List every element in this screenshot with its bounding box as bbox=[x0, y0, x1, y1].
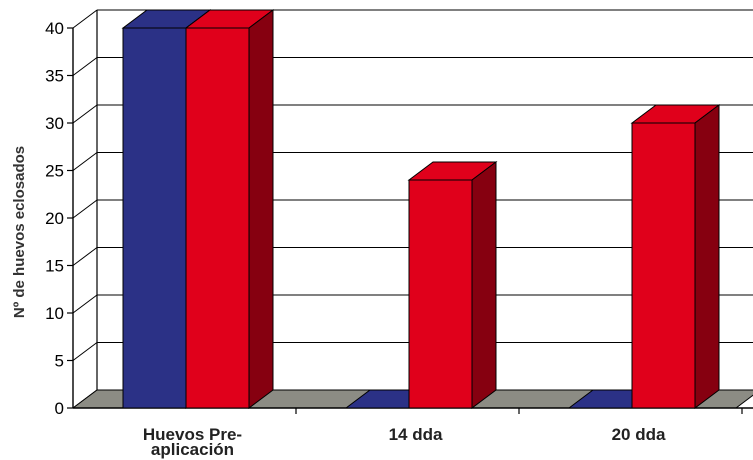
x-tick-label: Huevos Pre-aplicación bbox=[143, 425, 242, 459]
bar-2-1 bbox=[185, 27, 250, 409]
y-tick-label: 25 bbox=[45, 162, 64, 181]
y-tick-label: 35 bbox=[45, 67, 64, 86]
y-tick-label: 0 bbox=[55, 399, 64, 418]
bar-1-1 bbox=[122, 27, 187, 409]
y-axis-title: Nº de huevos eclosados bbox=[11, 146, 28, 318]
side-wall-line bbox=[72, 342, 98, 361]
y-tick-label: 40 bbox=[45, 19, 64, 38]
y-tick-label: 15 bbox=[45, 257, 64, 276]
bars bbox=[121, 9, 721, 409]
y-tick-label: 20 bbox=[45, 209, 64, 228]
bar-side-2-1 bbox=[248, 9, 274, 409]
side-wall-line bbox=[72, 294, 98, 314]
side-wall-line bbox=[72, 152, 98, 171]
y-tick-label: 10 bbox=[45, 304, 64, 323]
bar-2-2 bbox=[408, 179, 473, 409]
x-tick-label: 20 dda bbox=[612, 425, 666, 444]
x-tick-label: 14 dda bbox=[389, 425, 443, 444]
labels: 0 5 10 15 20 25 30 35 40 Huevos Pre-aplicación 14 … bbox=[45, 19, 666, 459]
bar-side-2-2 bbox=[471, 161, 497, 409]
y-tick-label: 5 bbox=[55, 352, 64, 371]
side-wall-line bbox=[72, 104, 98, 124]
side-wall-line bbox=[72, 9, 98, 29]
bar-side-2-3 bbox=[694, 104, 720, 409]
bar-2-3 bbox=[631, 122, 696, 409]
side-wall-line bbox=[72, 199, 98, 219]
side-wall-line bbox=[72, 57, 98, 76]
side-wall-line bbox=[72, 247, 98, 266]
y-tick-label: 30 bbox=[45, 114, 64, 133]
